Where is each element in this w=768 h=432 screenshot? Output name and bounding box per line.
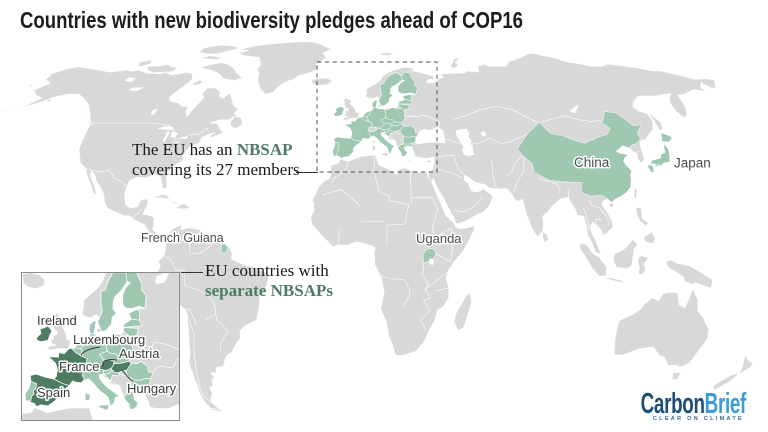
svg-text:France: France xyxy=(59,359,99,374)
svg-text:Ireland: Ireland xyxy=(37,313,77,328)
svg-text:Hungary: Hungary xyxy=(127,381,177,396)
svg-text:Spain: Spain xyxy=(37,385,70,400)
svg-text:Japan: Japan xyxy=(674,156,711,171)
svg-text:Austria: Austria xyxy=(119,346,160,361)
svg-text:Luxembourg: Luxembourg xyxy=(73,332,145,347)
svg-text:French Guiana: French Guiana xyxy=(141,231,224,245)
svg-text:China: China xyxy=(574,155,610,170)
svg-text:Uganda: Uganda xyxy=(416,231,462,246)
